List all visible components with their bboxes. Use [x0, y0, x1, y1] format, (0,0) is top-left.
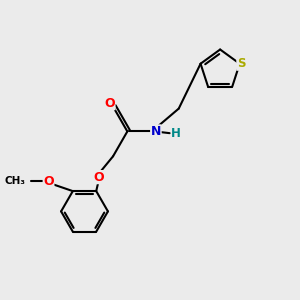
Text: N: N: [151, 125, 161, 138]
Text: O: O: [43, 175, 54, 188]
Text: CH₃: CH₃: [5, 176, 26, 185]
Text: S: S: [237, 57, 245, 70]
Text: H: H: [171, 127, 181, 140]
Text: O: O: [94, 171, 104, 184]
Text: O: O: [104, 97, 115, 110]
